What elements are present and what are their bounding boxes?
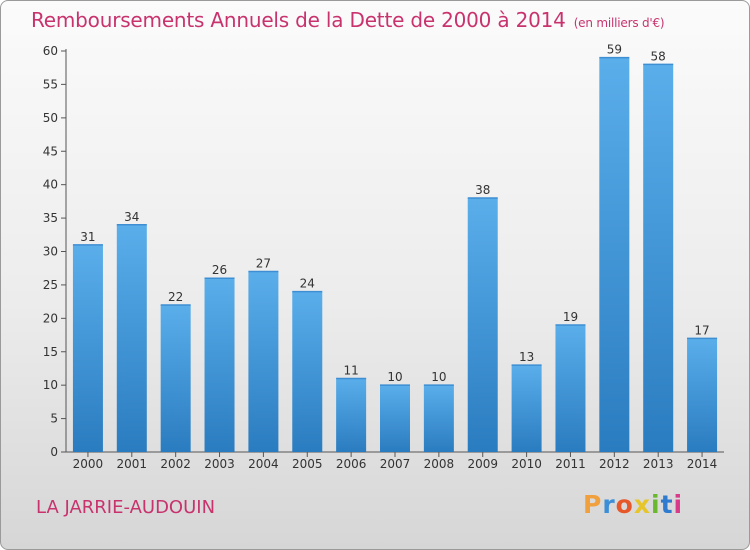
x-tick-label: 2004 xyxy=(248,457,279,471)
value-label: 24 xyxy=(300,277,315,291)
x-tick-label: 2011 xyxy=(555,457,586,471)
value-label: 58 xyxy=(651,49,666,63)
y-tick-label: 50 xyxy=(43,111,58,125)
x-tick-label: 2013 xyxy=(643,457,674,471)
x-tick-label: 2003 xyxy=(204,457,235,471)
value-label: 31 xyxy=(80,230,95,244)
x-tick-label: 2009 xyxy=(467,457,498,471)
x-tick-label: 2001 xyxy=(117,457,148,471)
value-label: 17 xyxy=(694,323,709,337)
x-tick-label: 2000 xyxy=(73,457,104,471)
y-tick-label: 25 xyxy=(43,278,58,292)
bar-2006 xyxy=(336,378,367,452)
proxiti-logo: Proxiti xyxy=(583,490,683,519)
unit-label: (en milliers d'€) xyxy=(573,16,665,30)
bar-2011 xyxy=(555,325,586,452)
bar-2014 xyxy=(687,338,718,452)
value-label: 11 xyxy=(343,363,358,377)
value-label: 26 xyxy=(212,263,227,277)
bar-2009 xyxy=(467,198,498,452)
y-tick-label: 15 xyxy=(43,345,58,359)
commune-name: LA JARRIE-AUDOUIN xyxy=(36,497,216,518)
x-tick-label: 2012 xyxy=(599,457,630,471)
bar-2005 xyxy=(292,291,323,452)
logo-letter: o xyxy=(615,490,634,519)
value-label: 19 xyxy=(563,310,578,324)
bar-2001 xyxy=(116,224,147,452)
bar-2013 xyxy=(643,64,674,452)
bar-2002 xyxy=(160,304,191,452)
value-label: 13 xyxy=(519,350,534,364)
bar-2000 xyxy=(72,244,103,452)
y-tick-label: 10 xyxy=(43,378,58,392)
value-label: 22 xyxy=(168,290,183,304)
chart-title: Remboursements Annuels de la Dette de 20… xyxy=(31,8,665,32)
value-label: 34 xyxy=(124,210,139,224)
bar-2008 xyxy=(423,385,454,452)
y-tick-label: 45 xyxy=(43,144,58,158)
value-label: 27 xyxy=(256,257,271,271)
y-tick-label: 60 xyxy=(43,44,58,58)
x-tick-label: 2014 xyxy=(687,457,718,471)
value-label: 38 xyxy=(475,183,490,197)
logo-letter: i xyxy=(651,490,661,519)
y-tick-label: 35 xyxy=(43,211,58,225)
y-tick-label: 55 xyxy=(43,77,58,91)
bar-2012 xyxy=(599,57,630,452)
logo-letter: P xyxy=(583,490,603,519)
bar-2003 xyxy=(204,278,235,452)
bar-2007 xyxy=(380,385,410,452)
logo-letter: x xyxy=(633,490,651,519)
y-tick-label: 0 xyxy=(50,445,58,459)
title-text: Remboursements Annuels de la Dette de 20… xyxy=(31,8,566,32)
logo-letter: r xyxy=(602,490,616,519)
value-label: 10 xyxy=(431,370,446,384)
value-label: 59 xyxy=(607,43,622,57)
x-tick-label: 2008 xyxy=(424,457,455,471)
x-tick-label: 2007 xyxy=(380,457,411,471)
x-tick-label: 2005 xyxy=(292,457,323,471)
bar-2010 xyxy=(511,365,542,452)
x-tick-label: 2002 xyxy=(160,457,191,471)
y-tick-label: 30 xyxy=(43,245,58,259)
value-label: 10 xyxy=(387,370,402,384)
logo-letter: t xyxy=(660,490,674,519)
y-tick-label: 5 xyxy=(50,412,58,426)
y-tick-label: 20 xyxy=(43,311,58,325)
logo-letter: i xyxy=(673,490,684,519)
x-tick-label: 2006 xyxy=(336,457,367,471)
y-tick-label: 40 xyxy=(43,178,58,192)
bar-2004 xyxy=(248,271,279,452)
x-tick-label: 2010 xyxy=(511,457,542,471)
